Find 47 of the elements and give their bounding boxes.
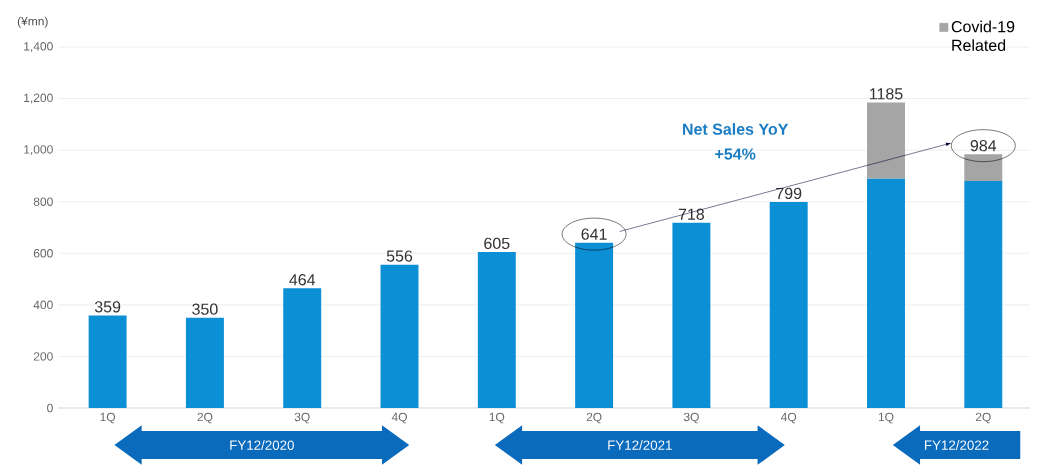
total-label: 718: [678, 208, 705, 220]
bar: [964, 181, 1003, 408]
x-tick-label: 2Q: [975, 412, 991, 424]
bar: [964, 154, 1003, 182]
y-tick-label: 0: [47, 403, 53, 413]
total-label: 350: [192, 303, 218, 315]
total-label: 799: [776, 187, 802, 200]
bar: [185, 317, 224, 408]
y-tick-label: 1,000: [24, 145, 53, 156]
total-label: 605: [484, 237, 510, 250]
total-label: 641: [581, 228, 607, 240]
y-tick-label: 1,400: [24, 42, 53, 52]
total-label: 464: [289, 274, 316, 286]
annotation: +54%: [715, 148, 756, 160]
text: FY12/2022: [925, 440, 989, 450]
x-tick-label: 2Q: [197, 412, 213, 424]
bar: [672, 222, 711, 408]
total-label: 359: [94, 301, 121, 313]
text: FY12/2021: [608, 440, 672, 450]
y-tick-label: 200: [33, 352, 53, 361]
bar: [477, 252, 516, 408]
x-tick-label: 3Q: [683, 412, 699, 424]
bar: [769, 201, 808, 408]
x-tick-label: 2Q: [586, 412, 602, 424]
x-tick-label: 4Q: [391, 412, 407, 424]
bar: [867, 178, 905, 408]
bar: [380, 264, 419, 408]
legend-label: Covid-19 Related: [951, 20, 1015, 51]
total-label: 556: [386, 250, 413, 262]
total-label: 1185: [870, 88, 903, 100]
y-tick-label: 1,200: [24, 93, 53, 104]
x-tick-label: 1Q: [489, 412, 505, 424]
x-tick-label: 1Q: [878, 412, 894, 424]
bar: [88, 315, 127, 408]
text: FY12/2020: [230, 440, 294, 450]
y-tick-label: 800: [33, 197, 53, 206]
total-label: 984: [970, 140, 997, 152]
x-tick-label: 3Q: [294, 412, 310, 424]
y-axis-title: (¥mn): [17, 16, 48, 28]
bar: [283, 288, 322, 408]
y-tick-label: 400: [33, 300, 53, 310]
y-tick-label: 600: [33, 249, 53, 258]
bar: [867, 102, 905, 179]
bar: [575, 242, 614, 408]
annotation: Net Sales YoY: [683, 123, 789, 135]
x-tick-label: 4Q: [780, 412, 797, 424]
x-tick-label: 1Q: [100, 412, 116, 424]
